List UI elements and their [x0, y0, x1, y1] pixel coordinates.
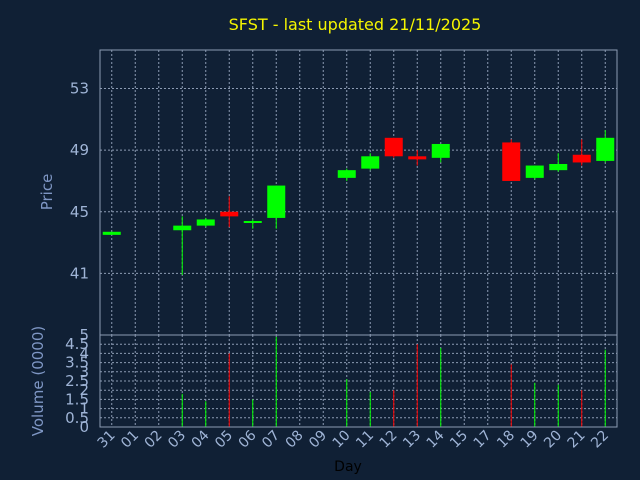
candle-body — [431, 143, 450, 158]
x-tick-label: 08 — [283, 428, 307, 452]
candle-body — [502, 142, 521, 181]
x-tick-label: 21 — [565, 428, 589, 452]
candle-body — [408, 156, 427, 160]
volume-tick-label: 2.5 — [65, 372, 89, 390]
candle-20 — [572, 139, 591, 166]
x-tick-label: 05 — [212, 428, 236, 452]
candle-body — [196, 219, 215, 226]
volume-tick-label: 0.5 — [65, 409, 89, 427]
volume-panel-frame — [99, 334, 618, 428]
candle-body — [267, 185, 286, 218]
price-tick-label: 49 — [70, 141, 89, 159]
candle-19 — [549, 153, 568, 172]
candle-11 — [361, 153, 380, 171]
candle-body — [220, 211, 239, 217]
candle-06 — [243, 219, 262, 229]
x-tick-label: 19 — [518, 428, 542, 452]
x-axis-title: Day — [334, 459, 362, 475]
x-axis-labels: 31 01 02 03 04 05 06 07 08 09 10 11 12 13 14 15 17 18 19 20… — [95, 427, 612, 451]
candle-body — [173, 225, 192, 231]
x-tick-label: 18 — [494, 428, 518, 452]
candle-13 — [408, 150, 427, 166]
x-tick-label: 17 — [471, 428, 495, 452]
volume-tick-label: 1 — [79, 400, 89, 418]
price-axis-title: Price — [38, 174, 56, 211]
volume-grid — [100, 334, 617, 428]
candle-31 — [102, 231, 121, 235]
candle-body — [549, 164, 568, 171]
volume-tick-label: 3 — [79, 363, 89, 381]
volume-axis-title: Volume (0000) — [29, 326, 47, 436]
volume-tick-label: 5 — [79, 326, 89, 344]
candle-07 — [267, 185, 286, 229]
chart-title: SFST - last updated 21/11/2025 — [229, 15, 482, 34]
x-tick-label: 13 — [400, 428, 424, 452]
candle-17 — [502, 139, 521, 181]
candle-05 — [220, 196, 239, 228]
price-tick-label: 53 — [70, 80, 89, 98]
candle-body — [361, 156, 380, 169]
x-tick-label: 02 — [142, 428, 166, 452]
candle-body — [243, 221, 262, 223]
x-tick-label: 03 — [165, 428, 189, 452]
candle-03 — [173, 216, 192, 275]
x-tick-label: 06 — [236, 427, 260, 451]
x-tick-label: 20 — [541, 428, 565, 452]
x-tick-label: 11 — [353, 428, 377, 452]
price-tick-label: 45 — [70, 203, 89, 221]
candle-body — [102, 231, 121, 235]
candle-04 — [196, 217, 215, 228]
x-tick-label: 15 — [447, 428, 471, 452]
volume-tick-label: 1.5 — [65, 390, 89, 408]
price-y-axis-ticks: 41 45 49 53 — [70, 80, 89, 283]
volume-panel: 00.511.522.533.544.55 — [65, 326, 618, 436]
candle-body — [572, 154, 591, 163]
volume-tick-label: 0 — [79, 418, 89, 436]
candlesticks — [102, 130, 615, 275]
candle-body — [596, 137, 615, 161]
volume-tick-label: 4 — [79, 344, 89, 362]
volume-tick-label: 2 — [79, 381, 89, 399]
volume-bars — [181, 336, 606, 427]
x-tick-label: 10 — [330, 428, 354, 452]
x-tick-label: 07 — [259, 428, 283, 452]
candle-14 — [431, 143, 450, 163]
x-tick-label: 04 — [189, 427, 213, 451]
x-tick-label: 09 — [306, 428, 330, 452]
volume-tick-label: 4.5 — [65, 335, 89, 353]
x-tick-label: 14 — [424, 427, 448, 451]
candle-body — [337, 170, 356, 178]
price-panel-frame — [99, 49, 618, 336]
x-tick-label: 22 — [588, 428, 612, 452]
candle-12 — [384, 137, 403, 158]
price-panel: 41 45 49 53 — [70, 49, 618, 336]
candle-18 — [525, 165, 544, 180]
candle-10 — [337, 168, 356, 181]
price-grid — [100, 50, 617, 335]
x-tick-label: 01 — [118, 428, 142, 452]
x-tick-label: 31 — [95, 428, 119, 452]
candle-body — [525, 165, 544, 178]
volume-tick-label: 3.5 — [65, 354, 89, 372]
volume-y-axis-ticks: 00.511.522.533.544.55 — [65, 326, 89, 436]
candle-body — [384, 137, 403, 157]
candle-21 — [596, 130, 615, 163]
x-tick-label: 12 — [377, 428, 401, 452]
price-tick-label: 41 — [70, 264, 89, 282]
